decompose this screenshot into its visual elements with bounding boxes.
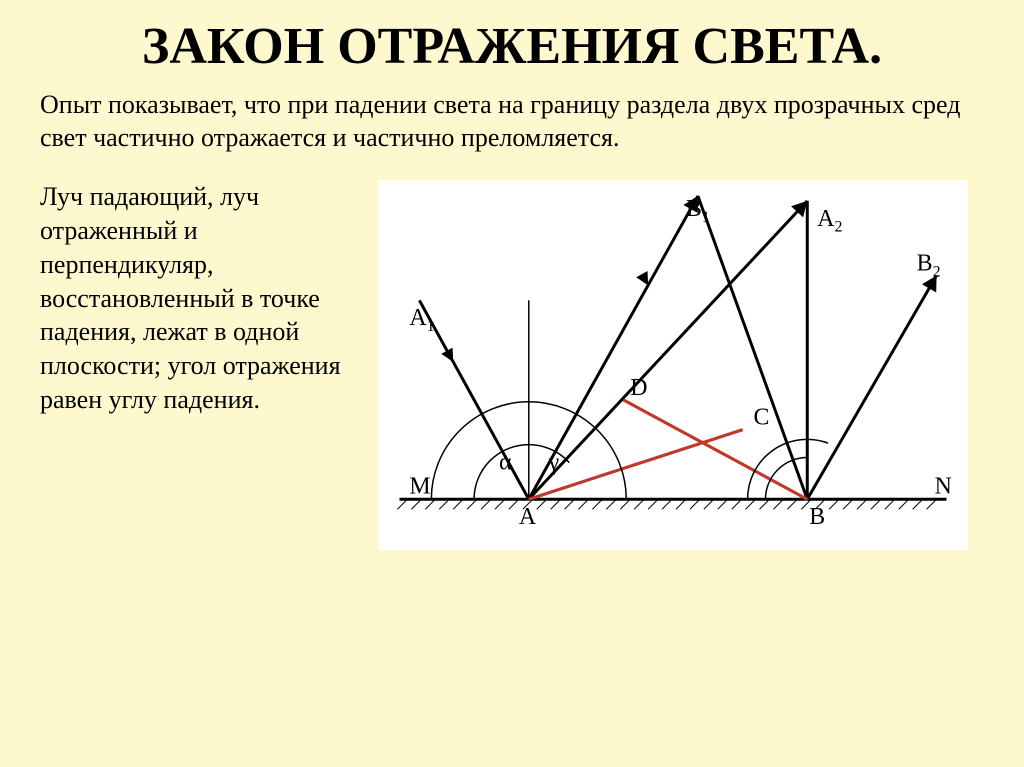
- page-title: ЗАКОН ОТРАЖЕНИЯ СВЕТА.: [0, 0, 1024, 75]
- svg-text:A: A: [519, 504, 537, 530]
- svg-text:γ: γ: [548, 450, 560, 476]
- intro-paragraph: Опыт показывает, что при падении света н…: [0, 75, 1024, 154]
- svg-text:B: B: [809, 504, 825, 530]
- svg-text:C: C: [754, 405, 770, 431]
- reflection-diagram: MNABDCA1B1A2B2αγ: [378, 180, 968, 550]
- content-row: Луч падающий, луч отраженный и перпендик…: [0, 154, 1024, 550]
- law-paragraph: Луч падающий, луч отраженный и перпендик…: [40, 180, 350, 550]
- svg-text:M: M: [409, 473, 430, 499]
- svg-text:D: D: [630, 375, 647, 401]
- svg-text:α: α: [499, 450, 512, 476]
- diagram-container: MNABDCA1B1A2B2αγ: [362, 180, 984, 550]
- svg-text:N: N: [935, 473, 952, 499]
